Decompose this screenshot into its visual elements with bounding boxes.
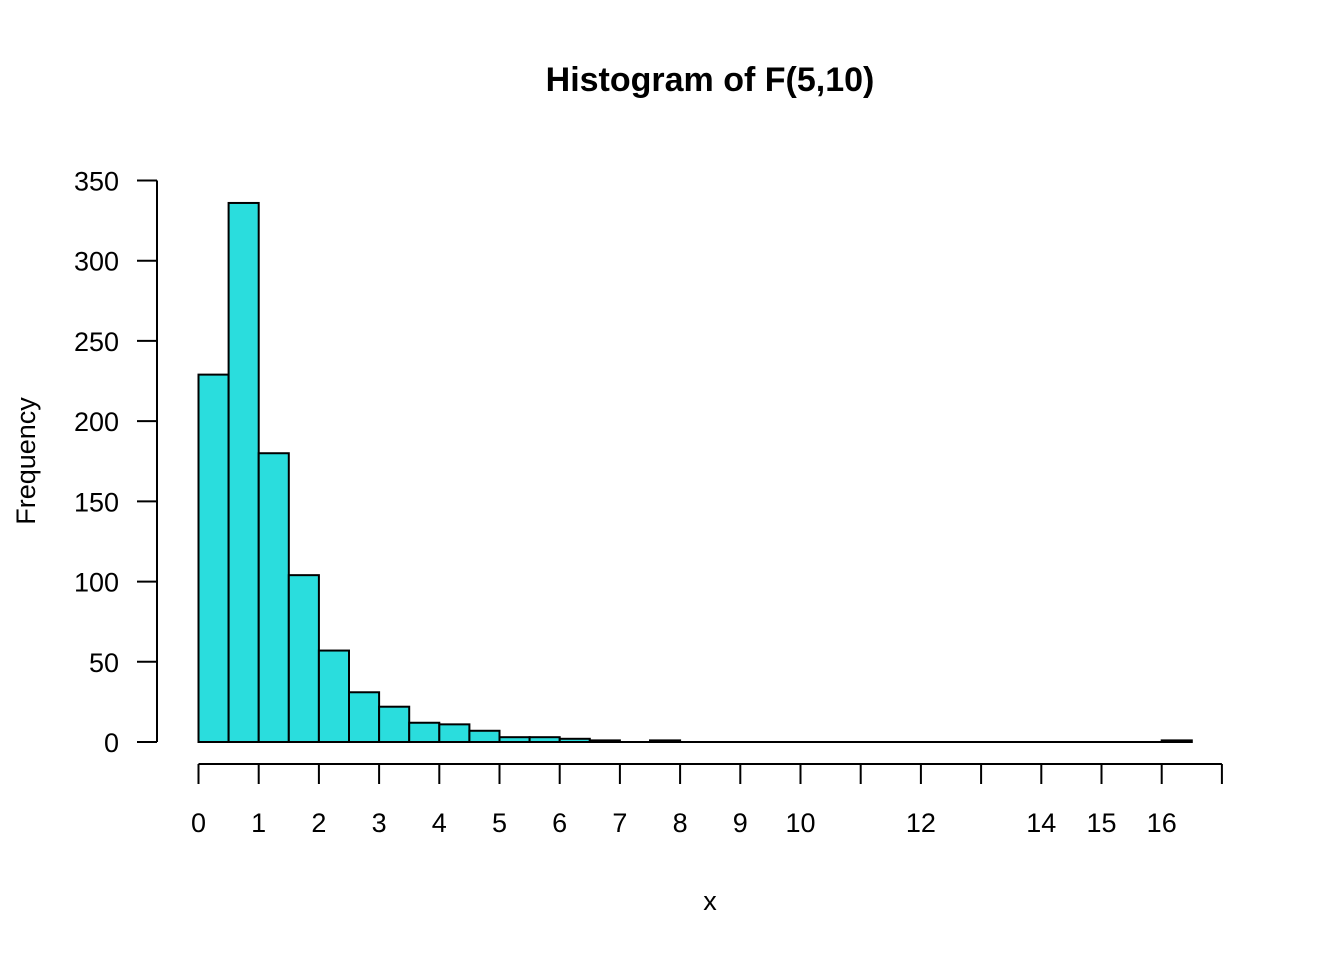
bars-group [197, 201, 1193, 744]
x-tick-label: 10 [785, 808, 815, 838]
x-tick-label: 16 [1147, 808, 1177, 838]
y-tick-label: 200 [74, 407, 119, 437]
y-tick-label: 250 [74, 327, 119, 357]
x-tick-label: 14 [1026, 808, 1056, 838]
histogram-bar [287, 574, 320, 744]
chart-title: Histogram of F(5,10) [546, 61, 875, 99]
histogram-bar [438, 723, 471, 743]
histogram-bar [348, 691, 381, 744]
histogram-bar [408, 721, 441, 744]
x-tick-label: 12 [906, 808, 936, 838]
y-axis: 0 50 100 150 200 250 300 350 [74, 167, 158, 758]
y-tick-label: 50 [89, 648, 119, 678]
histogram-bar [227, 201, 260, 743]
x-tick-label: 6 [552, 808, 567, 838]
x-tick-label: 4 [432, 808, 447, 838]
y-tick-label: 0 [104, 728, 119, 758]
x-tick-label: 8 [673, 808, 688, 838]
histogram-bar [468, 729, 501, 744]
y-axis-label: Frequency [11, 397, 41, 525]
y-tick-label: 300 [74, 247, 119, 277]
y-tick-label: 150 [74, 487, 119, 517]
x-axis-label: x [703, 886, 717, 916]
y-tick-label: 350 [74, 167, 119, 197]
histogram-bar [257, 452, 290, 743]
x-tick-label: 3 [372, 808, 387, 838]
y-tick-label: 100 [74, 568, 119, 598]
x-tick-label: 5 [492, 808, 507, 838]
histogram-bar [317, 649, 350, 744]
x-tick-label: 1 [251, 808, 266, 838]
x-tick-label: 2 [311, 808, 326, 838]
x-tick-label: 9 [733, 808, 748, 838]
x-axis: 0 1 2 3 4 5 6 7 8 9 10 12 14 15 16 [191, 763, 1223, 838]
x-tick-label: 0 [191, 808, 206, 838]
histogram-bar [378, 705, 411, 743]
x-tick-label: 15 [1086, 808, 1116, 838]
x-tick-label: 7 [612, 808, 627, 838]
histogram-bar [197, 373, 230, 743]
